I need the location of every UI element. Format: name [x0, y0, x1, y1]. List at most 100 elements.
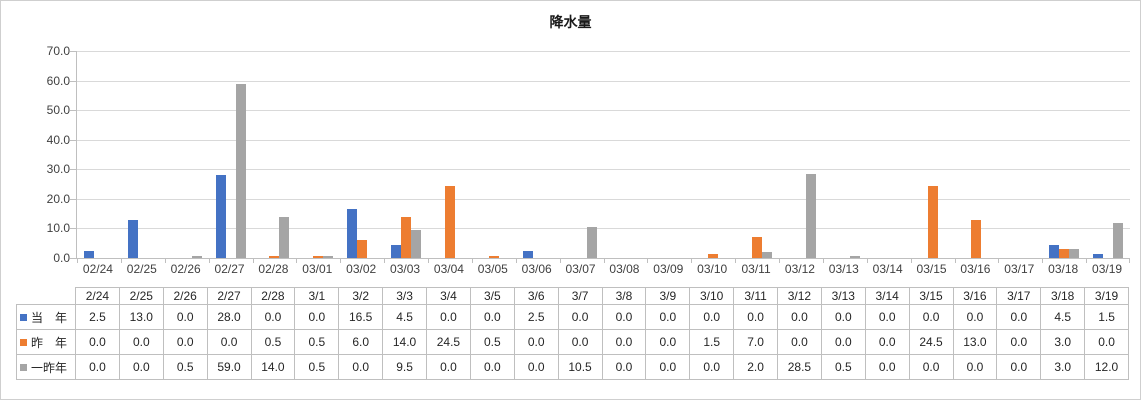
y-axis-label: 0.0	[53, 251, 70, 265]
bar	[279, 217, 290, 258]
bar-group	[516, 51, 560, 258]
bar	[191, 256, 202, 258]
table-date-header: 2/28	[250, 287, 296, 305]
table-corner-cell	[17, 288, 76, 305]
y-axis-label: 30.0	[46, 162, 70, 176]
table-value-cell: 0.0	[908, 354, 954, 380]
bar	[215, 175, 226, 258]
y-axis-label: 50.0	[46, 103, 70, 117]
table-value-cell: 0.0	[1084, 329, 1129, 355]
table-value-cell: 13.0	[118, 304, 164, 330]
bar	[708, 254, 719, 258]
table-value-cell: 0.0	[118, 329, 164, 355]
table-date-header: 2/24	[75, 287, 120, 305]
table-date-header: 3/5	[469, 287, 515, 305]
x-axis-label: 03/18	[1048, 262, 1079, 276]
table-value-cell: 0.0	[426, 304, 471, 330]
table-value-cell: 0.0	[864, 354, 910, 380]
bar	[971, 220, 982, 258]
bar-group	[209, 51, 253, 258]
gridline	[77, 51, 1130, 52]
y-axis-tick	[70, 51, 76, 52]
series-label: 当 年	[31, 310, 68, 325]
bar-group	[911, 51, 955, 258]
table-value-cell: 0.0	[557, 329, 603, 355]
x-axis-tick	[165, 259, 166, 263]
table-value-cell: 0.0	[645, 354, 691, 380]
bar	[1069, 249, 1080, 258]
bar	[1049, 245, 1060, 258]
gridline	[77, 140, 1130, 141]
table-value-cell: 0.0	[206, 329, 252, 355]
x-axis-tick	[1086, 259, 1087, 263]
bar	[522, 251, 533, 258]
table-date-header: 2/25	[118, 287, 164, 305]
table-value-cell: 0.0	[338, 354, 384, 380]
bar-group	[604, 51, 648, 258]
x-axis-tick	[560, 259, 561, 263]
x-axis-label: 03/08	[609, 262, 640, 276]
table-value-cell: 0.0	[75, 329, 120, 355]
table-value-cell: 0.5	[294, 354, 340, 380]
table-row: 一昨年 0.0 0.0 0.5 59.0 14.0 0.5 0.0 9.5 0.0 0.0 0.0 10…	[16, 354, 1129, 380]
bar	[488, 256, 499, 258]
table-value-cell: 0.0	[601, 329, 647, 355]
bar	[1059, 249, 1070, 258]
table-value-cell: 0.0	[820, 329, 866, 355]
bars-container	[77, 51, 1130, 258]
bar	[1093, 254, 1104, 258]
table-value-cell: 0.0	[733, 304, 778, 330]
bar	[849, 256, 860, 258]
x-axis-tick	[209, 259, 210, 263]
table-date-header: 3/12	[777, 287, 822, 305]
bar	[391, 245, 402, 258]
x-axis-tick	[647, 259, 648, 263]
x-axis-label: 03/19	[1092, 262, 1123, 276]
plot-area	[76, 51, 1130, 263]
table-value-cell: 9.5	[382, 354, 427, 380]
table-value-cell: 28.5	[777, 354, 822, 380]
bar	[586, 227, 597, 258]
bar-group	[560, 51, 604, 258]
x-axis-tick	[691, 259, 692, 263]
gridline	[77, 169, 1130, 170]
table-date-header: 3/1	[294, 287, 340, 305]
bar	[762, 252, 773, 258]
x-axis-label: 02/25	[126, 262, 157, 276]
table-value-cell: 16.5	[338, 304, 384, 330]
gridline	[77, 110, 1130, 111]
table-value-cell: 0.0	[952, 354, 998, 380]
table-value-cell: 0.0	[777, 329, 822, 355]
table-value-cell: 10.5	[557, 354, 603, 380]
table-value-cell: 24.5	[908, 329, 954, 355]
bar-group	[165, 51, 209, 258]
x-axis-label: 03/11	[741, 262, 771, 276]
bar	[411, 230, 422, 258]
table-value-cell: 0.0	[996, 354, 1042, 380]
table-row: 昨 年 0.0 0.0 0.0 0.0 0.5 0.5 6.0 14.0 24.5 0.5 0.0 0.…	[16, 329, 1129, 355]
series-label: 昨 年	[31, 335, 68, 350]
y-axis-label: 20.0	[46, 192, 70, 206]
bar-group	[77, 51, 121, 258]
table-value-cell: 0.5	[820, 354, 866, 380]
table-date-header: 3/18	[1040, 287, 1086, 305]
table-value-cell: 0.0	[689, 354, 735, 380]
legend-swatch-icon	[20, 313, 27, 321]
table-date-header: 3/19	[1084, 287, 1129, 305]
bar-group	[472, 51, 516, 258]
table-value-cell: 0.0	[469, 304, 515, 330]
y-axis-tick	[70, 169, 76, 170]
bar	[927, 186, 938, 258]
x-axis-label: 03/09	[653, 262, 684, 276]
table-date-header: 3/15	[908, 287, 954, 305]
table-value-cell: 28.0	[206, 304, 252, 330]
x-axis-label: 03/05	[477, 262, 508, 276]
table-value-cell: 2.5	[513, 304, 559, 330]
bar	[401, 217, 412, 258]
bar-group	[998, 51, 1042, 258]
x-axis-label: 03/06	[521, 262, 552, 276]
table-value-cell: 0.0	[645, 304, 691, 330]
table-value-cell: 0.0	[557, 304, 603, 330]
table-value-cell: 1.5	[689, 329, 735, 355]
x-axis-label: 03/16	[960, 262, 991, 276]
